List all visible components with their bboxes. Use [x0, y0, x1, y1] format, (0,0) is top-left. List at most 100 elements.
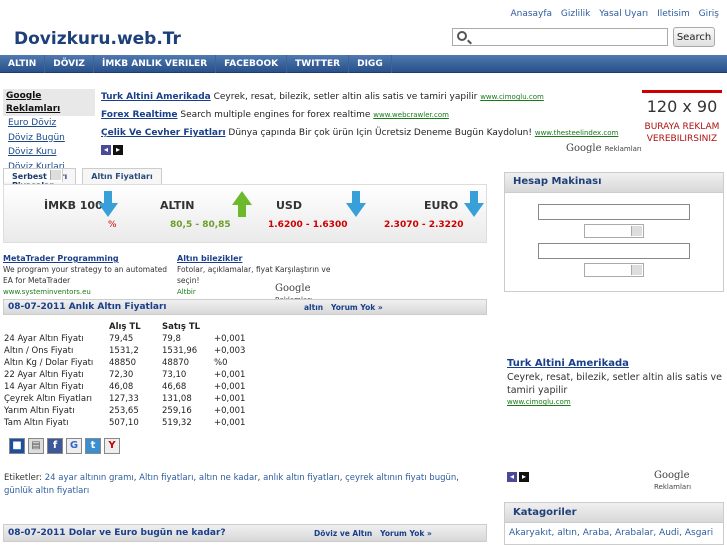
top-link-home[interactable]: Anasayfa — [510, 9, 553, 19]
facebook-icon[interactable]: f — [47, 438, 63, 454]
ticker-name: USD — [276, 199, 302, 212]
cell: Çeyrek Altın Fiyatları — [4, 394, 92, 404]
table-row: Tam Altın Fiyatı 507,10 519,32 +0,001 — [4, 417, 245, 429]
post-title[interactable]: 08-07-2011 Anlık Altın Fiyatları — [8, 302, 167, 312]
next-ad-button[interactable]: ▸ — [113, 145, 123, 155]
table-row: 22 Ayar Altın Fiyatı 72,30 73,10 +0,001 — [4, 369, 245, 381]
share-buttons: ■ ▤ f G t Y — [9, 438, 123, 454]
tab-serbest[interactable]: Serbest Piyasalar — [3, 168, 63, 190]
post-title[interactable]: 08-07-2011 Dolar ve Euro bugün ne kadar? — [8, 528, 226, 538]
nav-item-twitter[interactable]: TWITTER — [287, 55, 350, 73]
prev-ad-button[interactable]: ◂ — [507, 472, 517, 482]
ad-text: Ceyrek, resat, bilezik, setler altin ali… — [507, 372, 723, 396]
ad-text: Dünya çapında Bir çok ürün Için Ücretsiz… — [228, 128, 532, 138]
cell: 131,08 — [162, 394, 192, 404]
top-link-privacy[interactable]: Gizlilik — [560, 9, 591, 19]
cell: 253,65 — [109, 406, 139, 416]
calc-amount-input[interactable] — [538, 204, 690, 220]
cell: 79,8 — [162, 334, 181, 344]
ad-title[interactable]: Altın bilezikler — [177, 254, 243, 263]
nav-item-imkb[interactable]: İMKB ANLIK VERILER — [94, 55, 217, 73]
ad-title[interactable]: Forex Realtime — [101, 110, 178, 120]
right-ad: Turk Altini Amerikada Ceyrek, resat, bil… — [507, 358, 723, 407]
ad-url[interactable]: www.webcrawler.com — [373, 111, 449, 119]
ad-title[interactable]: Turk Altini Amerikada — [507, 358, 629, 369]
cell: +0,003 — [214, 346, 246, 356]
tag-link[interactable]: altın ne kadar — [198, 473, 258, 483]
ad-url[interactable]: www.cimoglu.com — [507, 398, 571, 406]
google-label: Google — [275, 283, 311, 294]
delicious-icon[interactable]: ■ — [9, 438, 25, 454]
ad-url[interactable]: Altbir — [177, 288, 196, 296]
search-input[interactable] — [452, 28, 668, 46]
tag-link[interactable]: anlık altın fiyatları — [263, 473, 340, 483]
twitter-icon[interactable]: t — [85, 438, 101, 454]
top-link-legal[interactable]: Yasal Uyarı — [599, 9, 649, 19]
digg-icon[interactable]: ▤ — [28, 438, 44, 454]
down-arrow-icon — [98, 191, 118, 217]
sidebar-link[interactable]: Döviz Bugün — [8, 132, 65, 143]
sidebar-header[interactable]: Google Reklamları — [3, 89, 95, 116]
post-meta: altın Yorum Yok » — [304, 303, 383, 312]
nav-item-altin[interactable]: ALTIN — [0, 55, 46, 73]
ad-title[interactable]: MetaTrader Programming — [3, 254, 119, 263]
ad-url[interactable]: www.thesteelindex.com — [534, 129, 619, 137]
next-ad-button[interactable]: ▸ — [519, 472, 529, 482]
google-ads-label[interactable]: Google Reklamları — [566, 143, 642, 154]
post-comments[interactable]: Yorum Yok » — [330, 303, 383, 312]
calc-result-input[interactable] — [538, 243, 690, 259]
ad-text: We program your strategy to an automated… — [3, 265, 168, 285]
ad-url[interactable]: www.cimoglu.com — [480, 93, 544, 101]
prev-ad-button[interactable]: ◂ — [101, 145, 111, 155]
sidebar-link[interactable]: Döviz Kuru — [8, 147, 57, 157]
search-button[interactable]: Search — [673, 27, 715, 47]
cell: 519,32 — [162, 418, 192, 428]
post-category[interactable]: altın — [304, 303, 324, 312]
ad-title[interactable]: Çelik Ve Cevher Fiyatları — [101, 128, 226, 138]
site-logo[interactable]: Dovizkuru.web.Tr — [14, 29, 181, 49]
yahoo-icon[interactable]: Y — [104, 438, 120, 454]
ad-title[interactable]: Turk Altini Amerikada — [101, 92, 211, 102]
ad-text: Search multiple engines for forex realti… — [180, 110, 371, 120]
tag-link[interactable]: Altın fiyatları — [139, 473, 194, 483]
ad-banner[interactable]: 120 x 90 BURAYA REKLAM VEREBILIRSINIZ — [642, 90, 722, 152]
nav-item-digg[interactable]: DIGG — [349, 55, 392, 73]
post-header: 08-07-2011 Dolar ve Euro bugün ne kadar?… — [3, 524, 487, 542]
main-nav: ALTIN DÖVIZ İMKB ANLIK VERILER FACEBOOK TWIT… — [0, 55, 727, 73]
ticker-value: 80,5 - 80,85 — [170, 220, 231, 230]
tag-link[interactable]: 24 ayar altının gramı — [44, 473, 134, 483]
google-small: Reklamları — [604, 145, 642, 153]
calc-currency-select[interactable] — [584, 224, 644, 238]
post-meta: Döviz ve Altın Yorum Yok » — [314, 529, 432, 538]
nav-item-facebook[interactable]: FACEBOOK — [216, 55, 288, 73]
table-row: Altın / Ons Fiyatı 1531,2 1531,96 +0,003 — [4, 345, 245, 357]
ticker-value: 2.3070 - 2.3220 — [384, 220, 464, 230]
ad-item: Turk Altini Amerikada Ceyrek, resat, bil… — [101, 90, 631, 108]
post-category[interactable]: Döviz ve Altın — [314, 529, 373, 538]
google-icon[interactable]: G — [66, 438, 82, 454]
gold-price-table: Alış TL Satış TL 24 Ayar Altın Fiyatı 79,… — [4, 321, 245, 429]
categories-list[interactable]: Akaryakıt, altın, Araba, Arabalar, Audi,… — [509, 528, 714, 538]
google-ads-label[interactable]: Google Reklamları — [654, 470, 727, 492]
cell: +0,001 — [214, 334, 246, 344]
nav-item-doviz[interactable]: DÖVIZ — [45, 55, 94, 73]
sidebar-link[interactable]: Döviz Kurlari — [8, 161, 65, 172]
cell: +0,001 — [214, 370, 246, 380]
cell: 79,45 — [109, 334, 134, 344]
tag-link[interactable]: çeyrek altının fiyatı bugün — [345, 473, 457, 483]
middle-ads: MetaTrader Programming We program your s… — [3, 253, 348, 304]
table-row: Yarım Altın Fiyatı 253,65 259,16 +0,001 — [4, 405, 245, 417]
tab-altin[interactable]: Altın Fiyatları — [82, 168, 162, 184]
top-link-login[interactable]: Giriş — [698, 9, 719, 19]
cell: +0,001 — [214, 418, 246, 428]
post-comments[interactable]: Yorum Yok » — [380, 529, 432, 538]
tag-link[interactable]: günlük altın fiyatları — [4, 485, 90, 496]
cell: 259,16 — [162, 406, 192, 416]
cell: Altın Kg / Dolar Fiyatı — [4, 358, 94, 368]
sidebar-link[interactable]: Euro Döviz — [8, 118, 57, 128]
calc-target-select[interactable] — [584, 263, 644, 277]
market-ticker: İMKB 100 % ALTIN 80,5 - 80,85 USD 1.6200… — [3, 184, 487, 243]
top-link-contact[interactable]: Iletisim — [657, 9, 690, 19]
ad-url[interactable]: www.systeminventors.eu — [3, 288, 91, 296]
down-arrow-icon — [464, 191, 484, 217]
